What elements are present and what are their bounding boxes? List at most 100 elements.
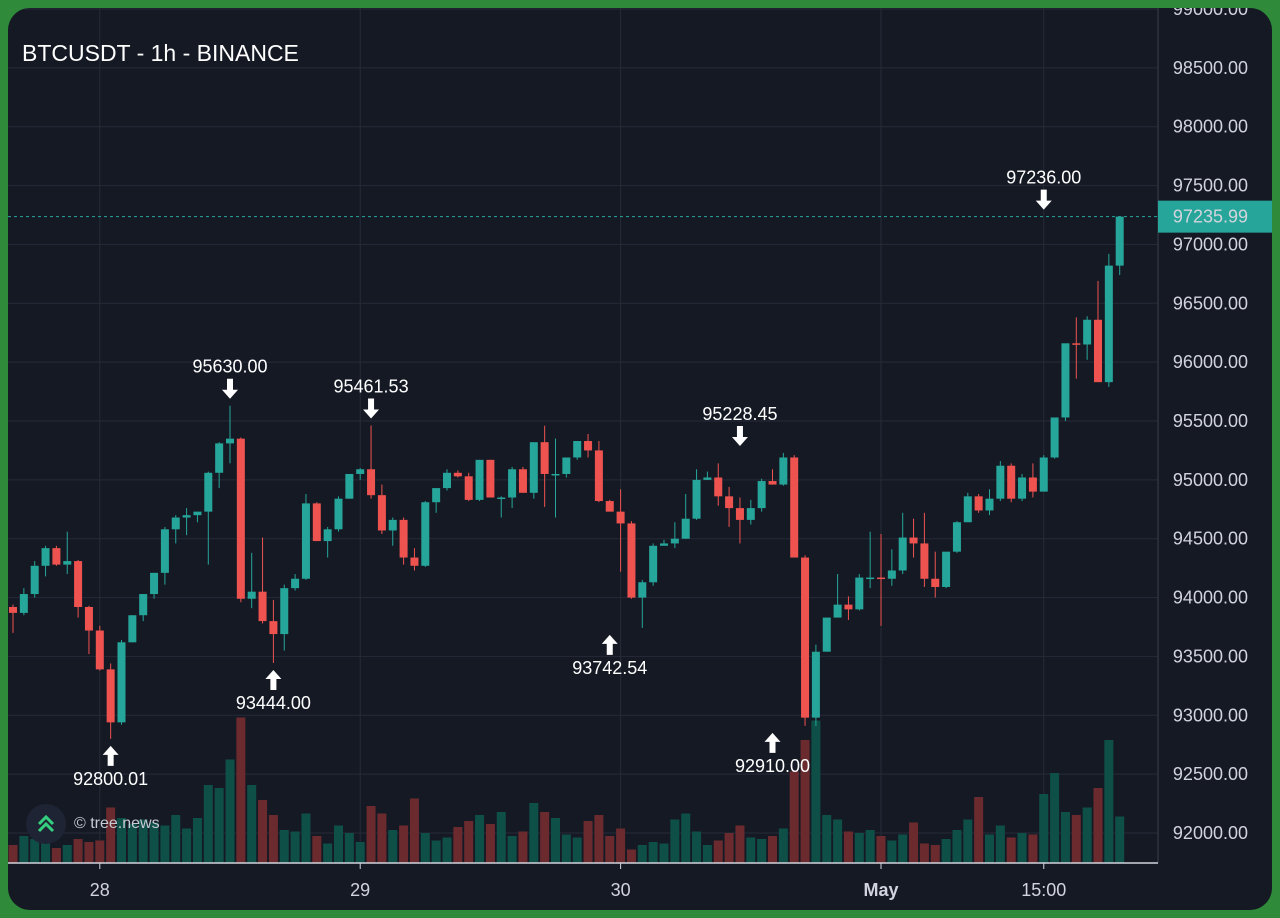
candle-body [833,604,842,618]
candle-body [193,511,202,516]
candle-body [453,472,462,477]
volume-bar [149,822,159,863]
volume-bar [930,845,940,863]
high-low-annotations: 92800.01 95630.00 93444.00 95461.53 93742.54… [73,168,1081,789]
volume-bar [258,800,268,863]
price-tick-label: 98500.00 [1173,58,1248,78]
arrow-down-icon [1035,189,1052,210]
volume-bar [62,845,72,863]
volume-bar [768,836,777,863]
volume-bar [268,815,278,863]
candle-body [280,588,289,635]
time-axis: 28 29 30 May 15:00 [8,862,1158,900]
volume-bar [735,825,745,863]
high-annotation: 97236.00 [1006,168,1081,210]
volume-bar [551,818,560,863]
annotation-label: 92800.01 [73,769,148,789]
price-tick-label: 92000.00 [1173,823,1248,843]
volume-bar [51,848,61,863]
candle-body [627,523,636,598]
candle-body [1061,343,1070,418]
volume-bar [312,836,322,863]
high-annotation: 95461.53 [334,377,409,419]
volume-bar [279,830,289,863]
volume-bar [670,819,680,863]
volume-bar [833,819,843,863]
candle-body [508,469,517,498]
volume-bar [713,840,723,863]
volume-bar [160,825,170,863]
candle-body [150,572,159,595]
chart-title: BTCUSDT - 1h - BINANCE [22,40,299,66]
volume-bar [702,845,712,863]
high-annotation: 95630.00 [192,357,268,399]
volume-bar [475,815,485,863]
candle-body [518,469,527,493]
candle-body [443,472,451,489]
volume-bar [203,785,213,863]
candle-body [367,469,376,496]
annotation-label: 93444.00 [236,693,311,713]
volume-bar [1039,794,1049,863]
volume-bar [594,815,604,863]
volume-bar [887,840,897,863]
volume-bar [366,806,376,863]
volume-bar [377,813,387,863]
volume-bar [399,825,409,863]
volume-bar [572,837,582,863]
candle-body [247,591,256,599]
candle-body [497,497,506,500]
candle-body [584,441,593,451]
candle-body [356,469,365,474]
candle-body [226,438,234,444]
volume-bar [73,839,83,863]
volume-bar [843,831,853,863]
candle-body [41,548,50,566]
volume-bar [8,845,18,863]
candle-body [529,442,538,493]
volume-bar [301,813,311,863]
candle-body [811,651,820,718]
arrow-down-icon [222,378,238,399]
volume-bar [323,843,333,863]
volume-bar [811,720,821,863]
arrow-up-icon [601,634,618,655]
candle-body [540,442,549,474]
candle-body [63,561,72,565]
candle-body [985,498,994,511]
volume-bar [290,831,300,863]
time-tick-label: 15:00 [1021,880,1066,900]
candle-body [171,517,180,530]
volume-bar [616,828,626,863]
candle-body [757,481,766,509]
candle-body [1094,319,1102,383]
arrow-down-icon [363,398,380,419]
price-tick-label: 92500.00 [1173,764,1248,784]
high-annotation: 95228.45 [702,404,777,446]
candlestick-chart[interactable]: 92800.01 95630.00 93444.00 95461.53 93742.54… [8,8,1272,910]
candle-body [182,515,191,518]
candle-body [692,479,701,519]
candle-body [475,459,484,500]
volume-bar [1006,837,1016,863]
volume-bar [724,833,734,863]
price-tick-label: 96000.00 [1173,352,1248,372]
volume-bar [1093,788,1103,863]
volume-bar [127,824,137,863]
volume-bar [789,771,799,863]
price-tick-label: 94000.00 [1173,588,1248,608]
candle-body [486,459,495,498]
tree-news-logo-icon [26,804,66,844]
candle-body [1018,477,1027,499]
candle-body [1083,319,1092,345]
current-price-tag: 97235.99 [1158,200,1272,233]
volume-bar [1115,816,1125,863]
candle-body [963,496,972,523]
volume-bar [420,833,430,863]
volume-bar [247,785,257,863]
candle-body [996,465,1005,499]
watermark-text: © tree.news [74,815,160,832]
volume-bar [909,822,919,863]
chart-grid [8,8,1158,863]
candle-body [312,503,321,542]
